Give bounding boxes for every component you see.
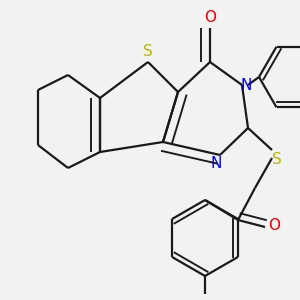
Text: N: N	[210, 155, 222, 170]
Text: S: S	[143, 44, 153, 59]
Text: O: O	[204, 11, 216, 26]
Text: O: O	[268, 218, 280, 232]
Text: N: N	[240, 77, 252, 92]
Text: S: S	[272, 152, 282, 166]
